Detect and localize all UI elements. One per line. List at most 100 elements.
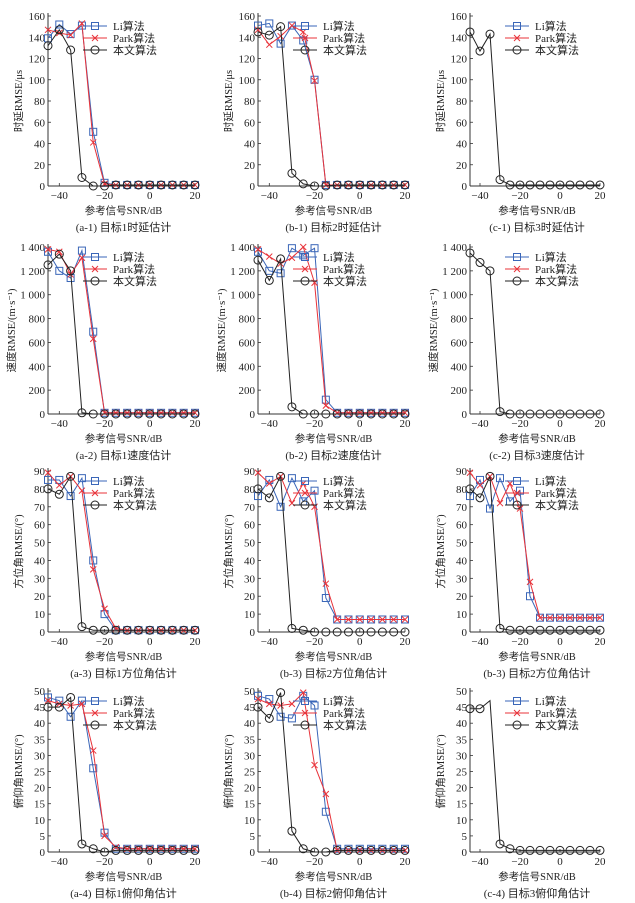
marker-circle [264, 30, 274, 40]
x-tick-label: 0 [357, 418, 363, 430]
y-tick-label: 0 [462, 627, 468, 639]
marker-circle [264, 275, 274, 285]
marker-x [265, 253, 273, 260]
marker-square [287, 474, 296, 483]
marker-x [254, 26, 262, 34]
panel-caption: (b-1) 目标2时延估计 [285, 220, 381, 234]
legend-item: Park算法 [83, 31, 155, 45]
marker-x [566, 614, 574, 622]
y-tick-label: 600 [239, 337, 256, 349]
y-tick-label: 200 [29, 385, 46, 397]
marker-x [496, 499, 504, 507]
marker-circle [321, 409, 331, 419]
marker-circle [321, 627, 331, 637]
y-tick-label: 100 [239, 75, 256, 87]
marker-circle [465, 248, 475, 258]
marker-x [91, 709, 99, 717]
marker-square [66, 712, 75, 721]
legend-item: Park算法 [505, 486, 577, 500]
legend-label: Li算法 [113, 474, 145, 488]
marker-x [526, 578, 534, 586]
marker-x [44, 469, 52, 477]
y-tick-label: 40 [34, 139, 46, 151]
legend-label: 本文算法 [535, 274, 579, 288]
legend-item: Park算法 [83, 486, 155, 500]
x-tick-label: 0 [557, 856, 563, 868]
marker-square [55, 475, 64, 484]
y-tick-label: 0 [250, 847, 256, 859]
y-tick-label: 400 [451, 361, 468, 373]
marker-x [301, 34, 309, 42]
marker-x [78, 700, 86, 708]
marker-x [596, 614, 604, 622]
marker-square [513, 477, 521, 485]
marker-circle [515, 845, 525, 855]
marker-circle [585, 180, 595, 190]
x-tick-label: −40 [51, 190, 69, 202]
y-tick-label: 10 [244, 609, 256, 621]
marker-square [55, 20, 64, 29]
series-line [469, 252, 600, 415]
marker-x [301, 709, 309, 717]
marker-circle [145, 180, 155, 190]
y-tick-label: 0 [462, 409, 468, 421]
marker-circle [485, 29, 495, 39]
marker-x [288, 254, 296, 262]
legend-label: Li算法 [535, 474, 567, 488]
y-tick-label: 200 [451, 385, 468, 397]
legend-label: Li算法 [535, 694, 567, 708]
marker-square [301, 22, 309, 30]
marker-x [78, 254, 86, 262]
y-tick-label: 80 [34, 96, 46, 108]
chart-panel-b-2: 0 200 400 600 800 1 000 1 200 1 400 −40 −20 0 20 速度R… [215, 242, 411, 462]
x-axis-label: 参考信号SNR/dB [85, 204, 163, 217]
legend-item: Park算法 [293, 706, 365, 720]
marker-square [89, 764, 98, 773]
legend-label: 本文算法 [113, 274, 157, 288]
series-line [48, 696, 195, 853]
legend-item: 本文算法 [293, 43, 367, 57]
marker-square [486, 504, 494, 513]
marker-circle [389, 409, 399, 419]
legend-item: 本文算法 [505, 43, 579, 57]
y-tick-label: 25 [456, 767, 468, 779]
x-axis-label: 参考信号SNR/dB [295, 870, 373, 883]
marker-circle [465, 484, 475, 494]
marker-circle [525, 409, 535, 419]
x-tick-label: 20 [190, 636, 202, 648]
legend-label: Park算法 [535, 706, 577, 720]
marker-circle [179, 845, 189, 855]
marker-circle [495, 623, 505, 633]
y-tick-label: 40 [456, 139, 468, 151]
legend-label: Park算法 [113, 706, 155, 720]
legend-label: 本文算法 [323, 498, 367, 512]
y-tick-label: 25 [34, 767, 46, 779]
marker-x [277, 32, 284, 40]
x-axis-label: 参考信号SNR/dB [85, 432, 163, 445]
panel-caption: (a-1) 目标1时延估计 [76, 220, 172, 234]
chart-panel-a-1: 0 20 40 60 80 100 120 140 160 −40 −20 0 20 时延RMSE/μs 参… [13, 11, 201, 234]
y-axis-label: 时延RMSE/μs [13, 70, 25, 132]
marker-circle [111, 409, 121, 419]
marker-circle [167, 625, 177, 635]
legend-item: 本文算法 [505, 274, 579, 288]
marker-circle [100, 181, 110, 191]
marker-circle [111, 845, 121, 855]
marker-square [276, 39, 285, 48]
marker-circle [321, 847, 331, 857]
x-tick-label: −40 [471, 636, 489, 648]
legend-item: Li算法 [293, 694, 355, 708]
x-tick-label: 20 [400, 190, 412, 202]
x-tick-label: −40 [51, 856, 69, 868]
marker-circle [535, 180, 545, 190]
y-tick-label: 600 [29, 337, 46, 349]
series-proposed [43, 249, 200, 419]
x-tick-label: 20 [400, 856, 412, 868]
marker-circle [400, 845, 410, 855]
marker-circle [465, 704, 475, 714]
y-tick-label: 100 [451, 75, 468, 87]
y-tick-label: 1 400 [442, 242, 467, 254]
